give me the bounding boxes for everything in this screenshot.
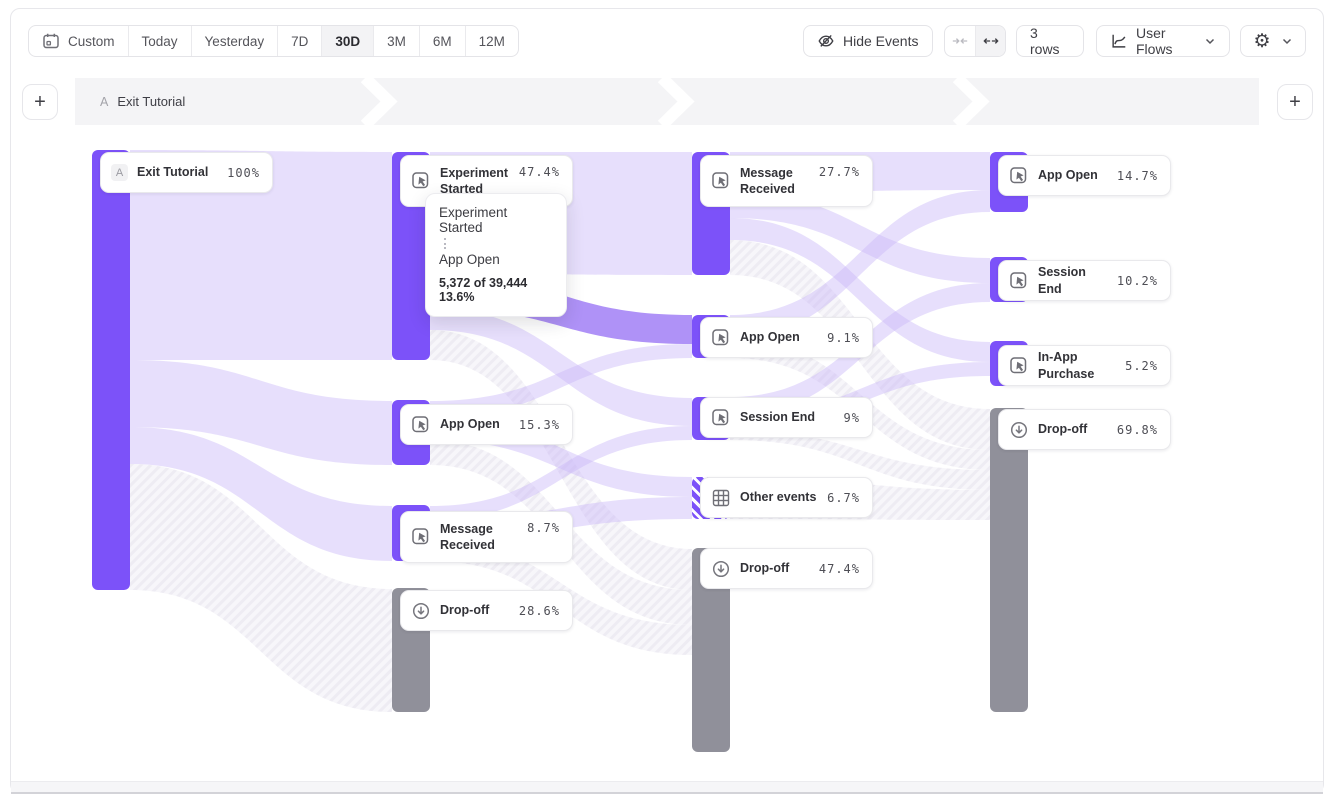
chevron-down-icon [1282, 38, 1291, 45]
flow-ribbon[interactable] [430, 308, 692, 426]
dropoff-ribbon[interactable] [730, 430, 990, 490]
node-bar-exit-tutorial[interactable] [92, 150, 130, 590]
rows-button[interactable]: 3 rows [1016, 25, 1084, 57]
drop-off-icon [412, 602, 430, 619]
node-card-exit-tutorial[interactable]: A Exit Tutorial 100% [100, 152, 273, 193]
event-icon [412, 415, 429, 432]
add-step-left-button[interactable]: + [22, 84, 58, 120]
calendar-icon [43, 33, 59, 49]
hide-events-label: Hide Events [843, 33, 919, 49]
gear-icon: ⚙ [1253, 30, 1271, 52]
arrows-inward-icon [952, 38, 968, 44]
date-range-label: Custom [68, 33, 115, 49]
bottom-border [11, 792, 1323, 794]
step-a-badge: A [111, 164, 128, 181]
dropoff-ribbon[interactable] [130, 464, 392, 712]
flow-ribbon[interactable] [730, 218, 990, 362]
tooltip-from-event: Experiment Started [439, 205, 508, 235]
node-card-in-app-purchase[interactable]: In-App Purchase 5.2% [998, 345, 1171, 386]
event-icon [712, 172, 729, 189]
settings-dropdown[interactable]: ⚙ [1240, 25, 1306, 57]
spacing-toggle [944, 25, 1006, 57]
add-step-right-button[interactable]: + [1277, 84, 1313, 120]
flow-ribbon[interactable] [130, 150, 392, 360]
date-range-6m[interactable]: 6M [418, 26, 465, 56]
footer-strip [11, 781, 1323, 792]
date-range-custom[interactable]: Custom [29, 26, 128, 56]
step-separator-chevron [952, 78, 990, 125]
date-range-selector: Custom Today Yesterday 7D 30D 3M 6M 12M [28, 25, 519, 57]
date-range-12m[interactable]: 12M [464, 26, 518, 56]
tooltip-to-event: App Open [439, 252, 500, 267]
rows-label: 3 rows [1030, 25, 1060, 57]
node-card-app-open[interactable]: App Open 15.3% [400, 404, 573, 445]
step-separator-chevron [360, 78, 398, 125]
flow-ribbon[interactable] [130, 427, 392, 561]
flow-ribbon[interactable] [730, 192, 990, 283]
user-flows-icon [1112, 34, 1126, 48]
node-card-app-open[interactable]: App Open 14.7% [998, 155, 1171, 196]
flow-tooltip: Experiment Started App Open 5,372 of 39,… [425, 193, 567, 317]
node-card-app-open[interactable]: App Open 9.1% [700, 317, 873, 358]
node-card-message-received[interactable]: Message Received 27.7% [700, 155, 873, 207]
node-card-message-received[interactable]: Message Received 8.7% [400, 511, 573, 563]
expand-columns-button[interactable] [975, 26, 1005, 56]
flow-ribbon[interactable] [430, 426, 692, 520]
dropoff-ribbon[interactable] [430, 330, 692, 590]
event-icon [712, 328, 729, 345]
node-card-drop-off[interactable]: Drop-off 47.4% [700, 548, 873, 589]
date-range-3m[interactable]: 3M [373, 26, 419, 56]
event-icon [1010, 271, 1027, 288]
event-icon [1010, 166, 1027, 183]
grid-icon [712, 489, 730, 506]
collapse-columns-button[interactable] [945, 26, 975, 56]
step-a-header[interactable]: A Exit Tutorial [100, 78, 185, 125]
report-card [10, 8, 1324, 794]
view-type-dropdown[interactable]: User Flows [1096, 25, 1230, 57]
step-badge: A [100, 94, 109, 109]
step-separator-chevron [657, 78, 695, 125]
tooltip-connector [444, 238, 446, 249]
date-range-30d[interactable]: 30D [321, 26, 374, 56]
step-title: Exit Tutorial [117, 94, 186, 109]
node-bar-drop-off[interactable] [990, 408, 1028, 712]
flow-ribbon[interactable] [730, 190, 990, 338]
node-card-other-events[interactable]: Other events 6.7% [700, 477, 873, 518]
arrows-outward-icon [983, 38, 999, 44]
event-icon [712, 408, 729, 425]
tooltip-stat: 5,372 of 39,444 13.6% [439, 276, 528, 304]
event-icon [1010, 356, 1027, 373]
flow-ribbon[interactable] [430, 344, 692, 418]
date-range-7d[interactable]: 7D [277, 26, 321, 56]
drop-off-icon [712, 560, 730, 577]
hide-events-button[interactable]: Hide Events [803, 25, 933, 57]
event-icon [412, 528, 429, 545]
view-type-label: User Flows [1136, 25, 1173, 57]
node-card-drop-off[interactable]: Drop-off 69.8% [998, 409, 1171, 450]
date-range-yesterday[interactable]: Yesterday [190, 26, 278, 56]
node-card-session-end[interactable]: Session End 10.2% [998, 260, 1171, 301]
eye-off-icon [818, 34, 834, 47]
chevron-down-icon [1205, 38, 1215, 45]
date-range-today[interactable]: Today [127, 26, 191, 56]
flow-ribbon[interactable] [130, 360, 392, 465]
node-card-session-end[interactable]: Session End 9% [700, 397, 873, 438]
event-icon [412, 172, 429, 189]
drop-off-icon [1010, 421, 1028, 438]
node-card-drop-off[interactable]: Drop-off 28.6% [400, 590, 573, 631]
